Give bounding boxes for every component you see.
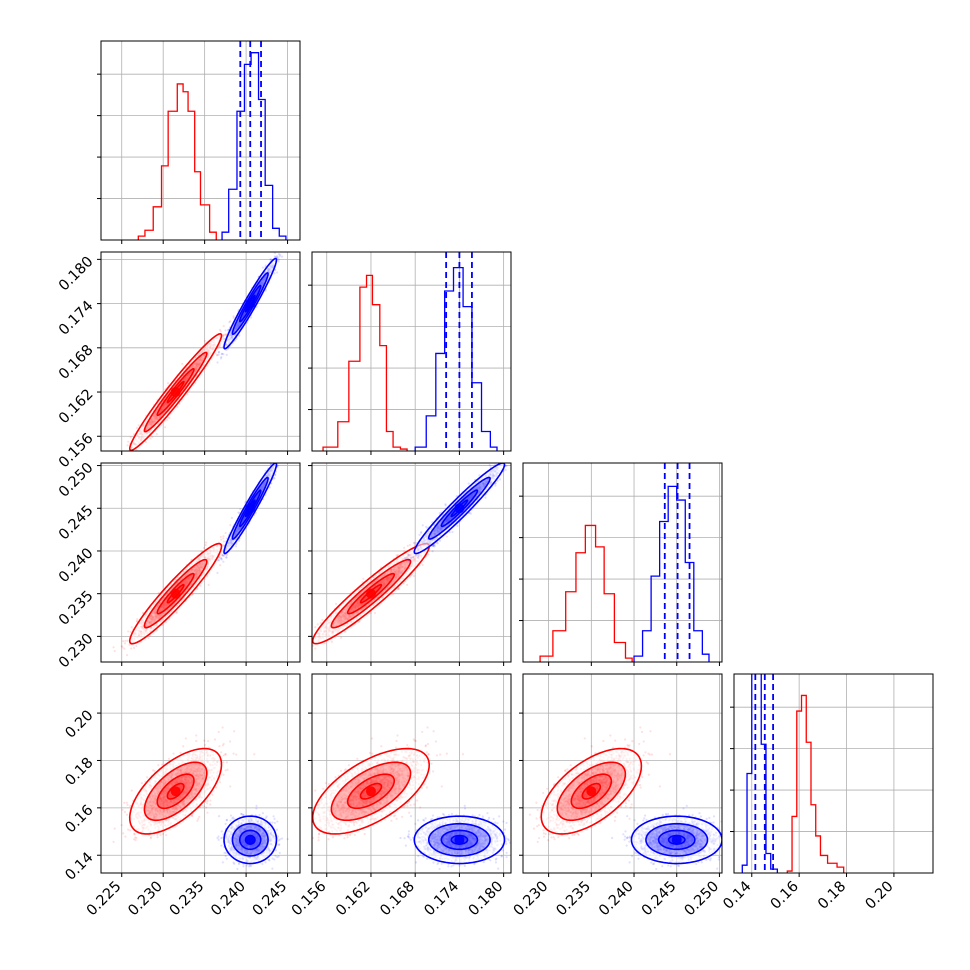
sample-point (149, 437, 152, 440)
sample-point (166, 382, 170, 385)
sample-point (225, 353, 228, 356)
y-tick-label: 0.180 (56, 254, 97, 295)
sample-point (232, 316, 235, 319)
sample-point (135, 426, 139, 429)
sample-point (218, 344, 221, 347)
sample-point (124, 459, 126, 461)
sample-point (205, 541, 208, 544)
sample-point (278, 255, 281, 258)
sample-point (176, 405, 179, 409)
sample-point (218, 346, 221, 349)
y-tick-label: 0.162 (56, 386, 97, 427)
sample-point (216, 361, 219, 364)
y-tick-label: 0.174 (56, 298, 97, 339)
sample-point (123, 455, 125, 457)
sample-point (261, 266, 264, 269)
sample-point (224, 333, 227, 336)
sample-point (126, 444, 129, 447)
sample-point (238, 334, 241, 337)
sample-point (186, 393, 189, 396)
sample-point (126, 458, 128, 460)
sample-point (144, 440, 148, 444)
sample-point (218, 328, 222, 331)
sample-point (220, 356, 223, 359)
density-peak (170, 387, 181, 398)
sample-point (249, 316, 253, 319)
panel-content (112, 252, 284, 476)
sample-point (168, 416, 171, 420)
sample-point (224, 329, 227, 332)
sample-point (126, 456, 128, 458)
panel-content (112, 463, 281, 657)
sample-point (114, 474, 116, 476)
sample-point (151, 435, 154, 439)
sample-point (222, 324, 225, 328)
sample-point (129, 436, 132, 439)
sample-point (155, 432, 158, 436)
sample-point (127, 440, 130, 443)
sample-point (273, 272, 276, 275)
sample-point (203, 339, 206, 343)
sample-point (224, 333, 227, 336)
sample-point (133, 456, 135, 458)
panel-content (322, 252, 498, 451)
sample-point (121, 455, 123, 457)
panel-1-1 (308, 251, 512, 455)
sample-point (217, 353, 220, 356)
sample-point (221, 335, 224, 339)
sample-point (220, 352, 223, 356)
histogram-series-1 (414, 266, 498, 451)
sample-point (276, 255, 279, 258)
sample-point (219, 330, 222, 333)
sample-point (126, 639, 129, 642)
panel-0-0 (97, 40, 301, 244)
sample-point (215, 354, 218, 357)
sample-point (222, 333, 225, 337)
sample-point (217, 350, 221, 354)
sample-point (276, 271, 279, 274)
panel-content (137, 41, 287, 240)
panel-frame (100, 40, 301, 241)
histogram-series-0 (137, 83, 217, 240)
y-tick-label: 0.168 (56, 342, 97, 383)
sample-point (129, 454, 131, 456)
sample-point (125, 654, 129, 657)
sample-point (124, 459, 126, 461)
sample-point (112, 456, 114, 458)
sample-point (181, 362, 184, 366)
sample-point (222, 540, 225, 543)
sample-point (216, 353, 219, 356)
sample-point (232, 315, 235, 318)
sample-point (166, 418, 169, 421)
sample-point (280, 255, 284, 258)
sample-point (222, 334, 225, 337)
sample-point (228, 321, 231, 324)
sample-point (135, 448, 138, 451)
sample-point (229, 320, 232, 323)
sample-point (277, 260, 280, 263)
sample-point (137, 424, 140, 427)
sample-point (273, 255, 276, 258)
sample-point (132, 646, 136, 649)
sample-point (222, 337, 225, 341)
histogram-series-0 (322, 274, 408, 451)
sample-point (122, 460, 124, 462)
histogram-series-1 (221, 52, 287, 240)
sample-point (130, 456, 132, 458)
sample-point (163, 426, 167, 429)
sample-point (264, 264, 267, 267)
density-peak (245, 298, 256, 309)
